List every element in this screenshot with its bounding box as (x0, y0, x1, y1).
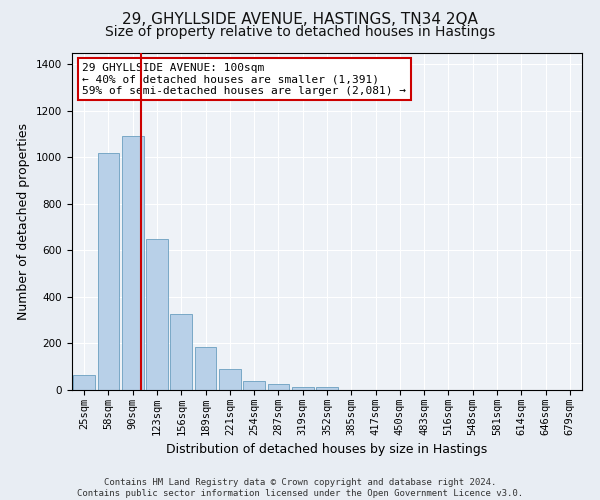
Bar (243, 380, 265, 390)
Bar (73, 375, 95, 390)
Text: 29, GHYLLSIDE AVENUE, HASTINGS, TN34 2QA: 29, GHYLLSIDE AVENUE, HASTINGS, TN34 2QA (122, 12, 478, 28)
Bar (146, 238, 168, 390)
Y-axis label: Number of detached properties: Number of detached properties (17, 122, 31, 320)
Text: Contains HM Land Registry data © Crown copyright and database right 2024.
Contai: Contains HM Land Registry data © Crown c… (77, 478, 523, 498)
Bar (316, 387, 338, 390)
Bar (170, 314, 192, 390)
Text: Size of property relative to detached houses in Hastings: Size of property relative to detached ho… (105, 25, 495, 39)
Bar (292, 386, 314, 390)
Bar (122, 136, 143, 390)
Bar (194, 347, 217, 390)
Bar (268, 384, 289, 390)
Bar (97, 152, 119, 390)
Bar (219, 369, 241, 390)
Text: 29 GHYLLSIDE AVENUE: 100sqm
← 40% of detached houses are smaller (1,391)
59% of : 29 GHYLLSIDE AVENUE: 100sqm ← 40% of det… (82, 62, 406, 96)
X-axis label: Distribution of detached houses by size in Hastings: Distribution of detached houses by size … (166, 444, 488, 456)
